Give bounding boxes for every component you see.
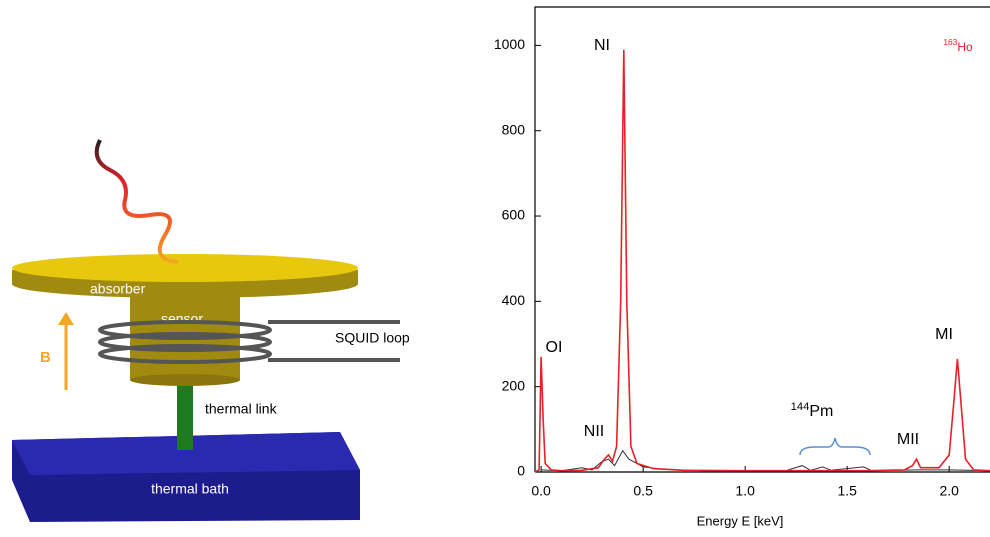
annotation: 144Pm bbox=[791, 401, 834, 420]
field-label: B bbox=[40, 349, 51, 366]
annotation: NII bbox=[584, 423, 604, 440]
photon bbox=[97, 140, 178, 262]
annotation-superscript: 144 bbox=[791, 401, 810, 413]
axis-frame bbox=[535, 7, 990, 472]
annotation-text: Pm bbox=[809, 403, 833, 420]
annotation-text: NI bbox=[594, 37, 610, 54]
figure: thermal bath thermal link sensor SQUID l… bbox=[0, 0, 990, 532]
y-tick-label: 400 bbox=[502, 292, 526, 308]
y-tick-label: 800 bbox=[502, 121, 526, 137]
absorber-label: absorber bbox=[90, 281, 146, 297]
y-tick-label: 200 bbox=[502, 377, 526, 393]
sensor-base bbox=[130, 374, 240, 386]
x-tick-label: 0.5 bbox=[633, 483, 653, 499]
x-tick-label: 2.0 bbox=[939, 483, 959, 499]
bath-label: thermal bath bbox=[151, 481, 229, 497]
annotation-text: MII bbox=[897, 431, 919, 448]
annotation-superscript: 163 bbox=[943, 37, 957, 47]
y-tick-label: 600 bbox=[502, 207, 526, 223]
squid-label: SQUID loop bbox=[335, 330, 410, 346]
annotation-text: NII bbox=[584, 423, 604, 440]
annotation-text: OI bbox=[546, 339, 563, 356]
spectrum-chart: Energy E [keV] 0 200 400 600 800 1000 0.0 0.5 1.… bbox=[494, 7, 990, 528]
x-tick-label: 1.0 bbox=[735, 483, 755, 499]
absorber-top bbox=[12, 254, 358, 282]
x-tick-label: 1.5 bbox=[837, 483, 857, 499]
detector-diagram: thermal bath thermal link sensor SQUID l… bbox=[12, 140, 410, 522]
spectrum-line bbox=[535, 50, 990, 472]
x-tick-label: 0.0 bbox=[531, 483, 551, 499]
annotation-text: Ho bbox=[957, 40, 973, 54]
y-tick-label: 1000 bbox=[494, 36, 525, 52]
annotation-text: MI bbox=[935, 326, 953, 343]
sensor-label: sensor bbox=[161, 311, 203, 327]
annotation: 163Ho bbox=[943, 37, 973, 54]
annotation: MII bbox=[897, 431, 919, 448]
link-shape bbox=[177, 378, 193, 450]
annotation: MI bbox=[935, 326, 953, 343]
pm-brace bbox=[800, 438, 870, 455]
y-tick-label: 0 bbox=[517, 463, 525, 479]
field-arrowhead bbox=[58, 312, 74, 325]
x-axis-label: Energy E [keV] bbox=[697, 513, 784, 528]
annotation: NI bbox=[594, 37, 610, 54]
annotation: OI bbox=[546, 339, 563, 356]
link-label: thermal link bbox=[205, 401, 278, 417]
